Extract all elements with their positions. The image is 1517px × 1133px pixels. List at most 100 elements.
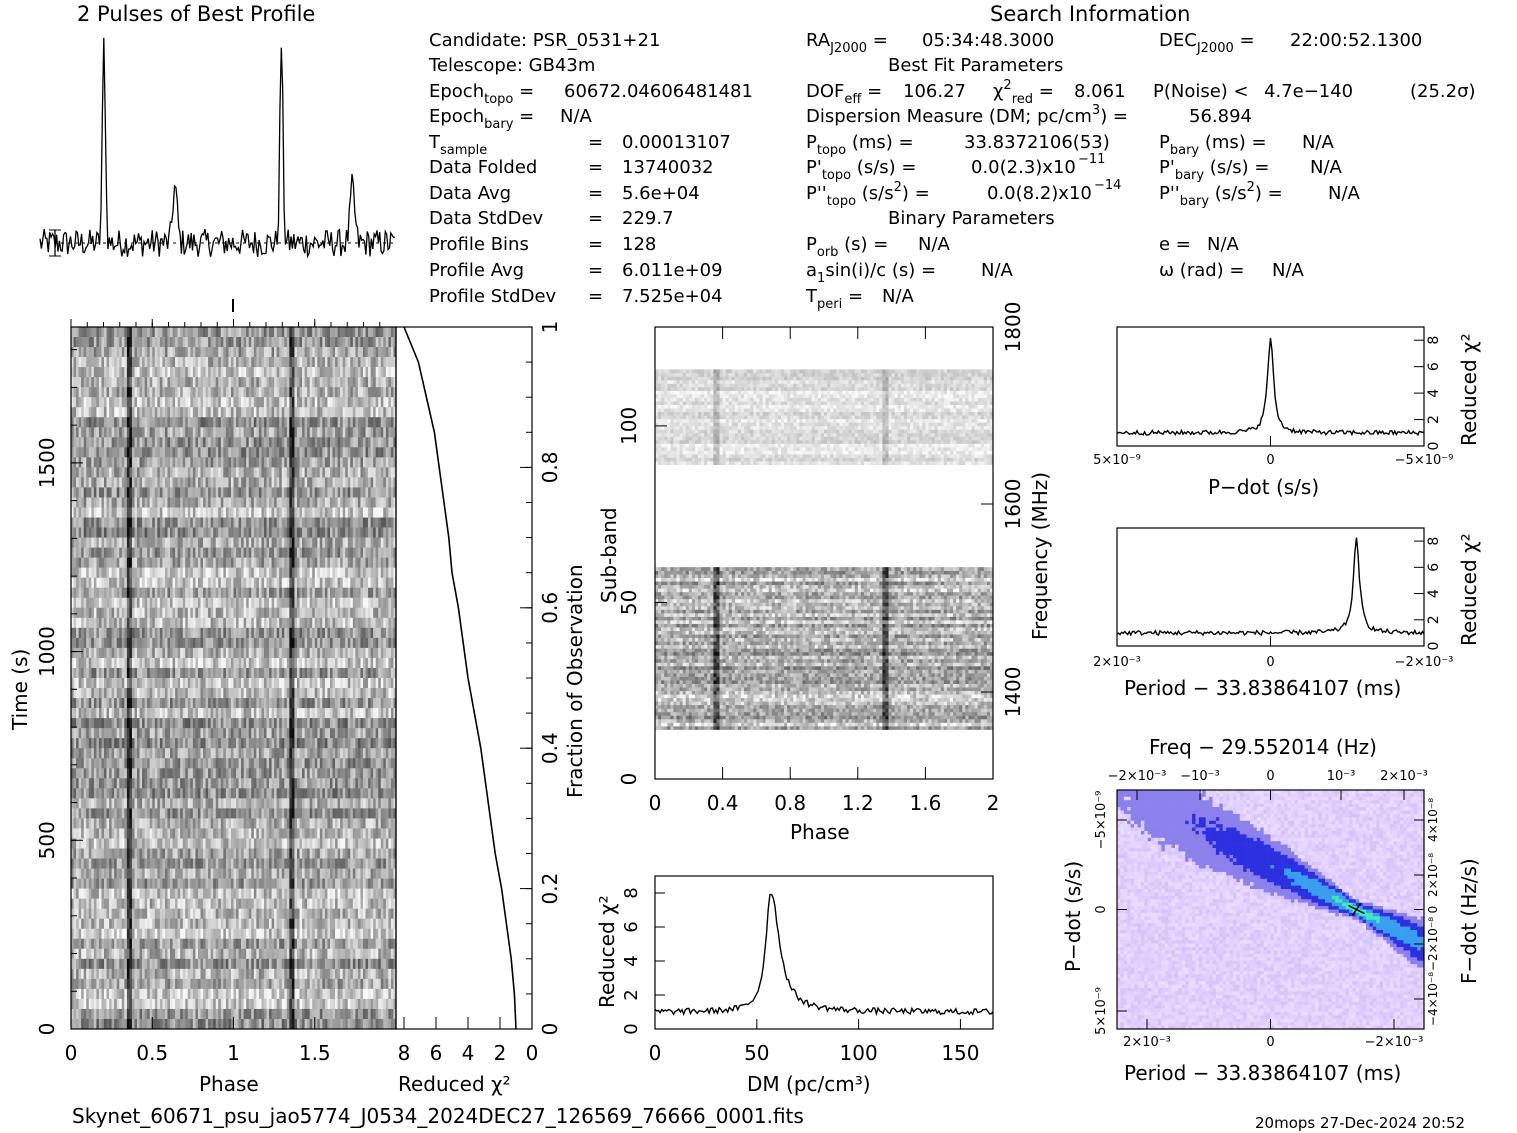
time-phase-cell [140,377,143,387]
time-phase-cell [99,497,102,507]
time-phase-cell [150,508,153,518]
time-phase-cell [150,568,153,578]
time-phase-cell [381,357,384,367]
time-phase-cell [200,618,203,628]
time-phase-cell [206,518,209,528]
time-phase-cell [81,598,84,608]
time-phase-cell [388,688,391,698]
time-phase-cell [277,518,280,528]
time-phase-cell [259,648,262,658]
time-phase-cell [236,678,239,688]
time-phase-cell [249,618,252,628]
time-phase-cell [353,417,356,427]
time-phase-cell [147,708,150,718]
time-phase-cell [360,528,363,538]
time-phase-cell [256,518,259,528]
tsample-eq: = [588,132,603,153]
time-phase-cell [350,548,353,558]
time-phase-cell [193,558,196,568]
time-phase-cell [218,397,221,407]
time-phase-cell [96,387,99,397]
time-phase-cell [345,698,348,708]
time-phase-cell [91,628,94,638]
time-phase-cell [180,367,183,377]
time-phase-cell [84,628,87,638]
time-phase-cell [134,528,137,538]
time-phase-cell [360,608,363,618]
time-phase-cell [391,578,394,588]
time-phase-cell [368,588,371,598]
time-phase-cell [246,497,249,507]
time-phase-cell [221,588,224,598]
time-phase-cell [267,648,270,658]
time-phase-cell [91,708,94,718]
time-phase-cell [279,648,282,658]
time-phase-cell [300,538,303,548]
time-phase-cell [312,608,315,618]
time-phase-cell [297,508,300,518]
time-phase-cell [322,427,325,437]
time-phase-cell [345,327,348,337]
time-phase-cell [348,437,351,447]
time-phase-cell [333,417,336,427]
time-phase-cell [284,678,287,688]
time-phase-cell [200,598,203,608]
time-phase-cell [294,658,297,668]
time-phase-cell [388,457,391,467]
time-phase-cell [104,497,107,507]
time-phase-cell [99,347,102,357]
time-phase-cell [234,558,237,568]
tsample-value: 0.00013107 [622,132,731,153]
time-phase-cell [294,477,297,487]
time-phase-cell [91,447,94,457]
time-phase-cell [216,357,219,367]
time-phase-cell [216,487,219,497]
time-phase-cell [99,668,102,678]
time-phase-cell [289,518,292,528]
time-phase-cell [81,638,84,648]
time-phase-cell [104,548,107,558]
time-phase-cell [312,598,315,608]
time-phase-cell [167,407,170,417]
time-phase-cell [203,497,206,507]
time-phase-cell [297,377,300,387]
time-phase-cell [305,568,308,578]
time-phase-cell [317,487,320,497]
time-phase-cell [315,417,318,427]
time-phase-cell [251,688,254,698]
time-phase-cell [81,648,84,658]
time-phase-cell [89,467,92,477]
time-phase-cell [96,708,99,718]
time-phase-cell [167,457,170,467]
time-phase-cell [294,377,297,387]
time-phase-cell [195,648,198,658]
time-phase-cell [239,387,242,397]
time-phase-cell [310,688,313,698]
time-phase-cell [188,457,191,467]
time-phase-cell [226,668,229,678]
time-phase-cell [315,528,318,538]
time-phase-cell [279,608,282,618]
time-phase-cell [284,337,287,347]
time-phase-cell [234,548,237,558]
time-phase-cell [119,668,122,678]
time-phase-cell [264,698,267,708]
time-phase-cell [155,508,158,518]
time-phase-cell [114,588,117,598]
time-phase-cell [297,437,300,447]
data-avg-value: 5.6e+04 [622,183,700,204]
time-phase-cell [340,578,343,588]
time-phase-cell [91,367,94,377]
time-phase-cell [145,457,148,467]
time-phase-cell [223,377,226,387]
time-phase-cell [170,528,173,538]
time-phase-cell [343,427,346,437]
time-phase-cell [386,618,389,628]
time-phase-cell [208,397,211,407]
time-phase-cell [244,658,247,668]
time-phase-cell [74,548,77,558]
time-phase-cell [137,608,140,618]
time-phase-cell [261,558,264,568]
time-phase-cell [246,357,249,367]
time-phase-cell [355,568,358,578]
